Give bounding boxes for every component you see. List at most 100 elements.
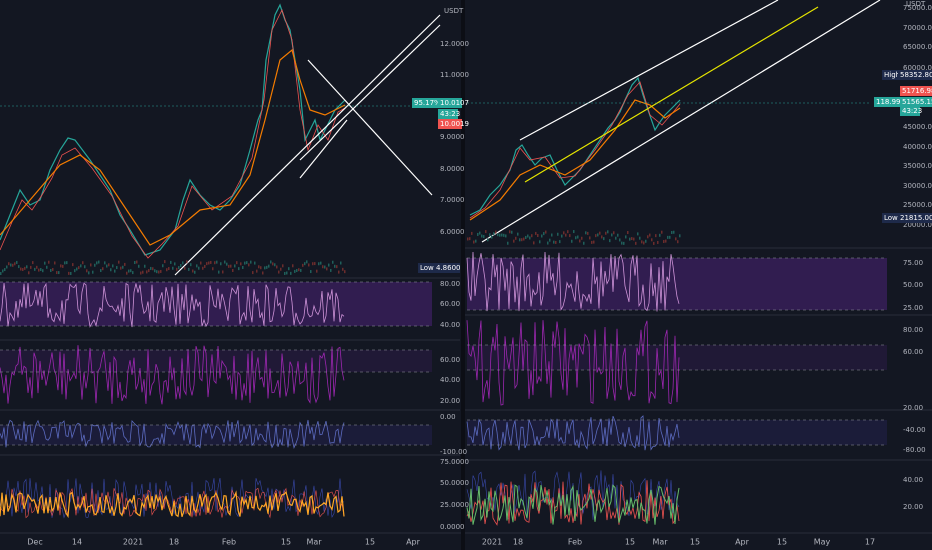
volume-bar (14, 262, 16, 266)
time-label: Apr (406, 538, 421, 547)
countdown-badge: 43:23 (902, 107, 922, 115)
volume-bar (56, 271, 58, 275)
time-label: 2021 (482, 538, 502, 547)
volume-bar (64, 261, 66, 265)
volume-bar (300, 268, 302, 272)
volume-bar (535, 231, 537, 235)
price-badge-bg (438, 98, 462, 108)
time-label: 14 (72, 538, 82, 547)
volume-bar (342, 267, 344, 271)
volume-bar (120, 266, 122, 270)
volume-bar (214, 261, 216, 265)
axis-label: 30000.00 (903, 182, 932, 190)
volume-bar (108, 263, 110, 267)
countdown-badge: 43:23 (440, 110, 460, 118)
volume-bar (344, 270, 346, 274)
volume-bar (48, 260, 50, 264)
volume-bar (20, 267, 22, 271)
axis-label: 45000.00 (903, 123, 932, 131)
volume-bar (98, 260, 100, 264)
volume-bar (18, 265, 20, 269)
volume-bar (102, 267, 104, 271)
volume-bar (665, 239, 667, 243)
volume-bar (473, 240, 475, 244)
volume-bar (194, 270, 196, 274)
volume-bar (6, 265, 8, 269)
indicator-line (466, 484, 680, 525)
volume-bar (555, 240, 557, 244)
volume-bar (515, 236, 517, 240)
volume-bar (601, 235, 603, 239)
volume-bar (639, 236, 641, 240)
volume-bar (198, 266, 200, 270)
axis-label: 25.00 (903, 304, 923, 312)
channel-line (519, 0, 779, 141)
volume-bar (659, 233, 661, 237)
volume-bar (615, 236, 617, 240)
axis-label: 40000.00 (903, 143, 932, 151)
volume-bar (567, 230, 569, 234)
change-badge: 118.99% (876, 98, 907, 106)
volume-bar (260, 266, 262, 270)
volume-bar (226, 262, 228, 266)
volume-bar (90, 263, 92, 267)
volume-bar (138, 264, 140, 268)
volume-bar (216, 260, 218, 264)
volume-bar (100, 269, 102, 273)
trend-line (174, 14, 441, 276)
volume-bar (605, 231, 607, 235)
rsi-band (467, 258, 887, 310)
volume-bar (140, 271, 142, 275)
volume-bar (94, 263, 96, 267)
volume-bar (294, 269, 296, 273)
volume-bar (244, 261, 246, 265)
volume-bar (176, 267, 178, 271)
volume-bar (314, 262, 316, 266)
volume-bar (258, 265, 260, 269)
change-badge-bg (874, 97, 900, 107)
time-label: 15 (625, 538, 635, 547)
indicator-line (0, 490, 345, 519)
volume-bar (158, 270, 160, 274)
volume-bar (124, 262, 126, 266)
volume-bar (637, 232, 639, 236)
volume-bar (595, 234, 597, 238)
volume-bar (160, 269, 162, 273)
low-label-bg (418, 263, 434, 273)
volume-bar (471, 231, 473, 235)
volume-bar (4, 268, 6, 272)
volume-bar (631, 237, 633, 241)
volume-bar (563, 231, 565, 235)
volume-bar (326, 267, 328, 271)
volume-bar (202, 266, 204, 270)
volume-bar (627, 230, 629, 234)
volume-bar (322, 265, 324, 269)
volume-bar (44, 261, 46, 265)
volume-bar (499, 233, 501, 237)
axis-label: 6.0000 (440, 228, 465, 236)
volume-bar (641, 240, 643, 244)
volume-bar (270, 260, 272, 264)
volume-bar (232, 268, 234, 272)
volume-bar (182, 261, 184, 265)
time-label: 2021 (123, 538, 143, 547)
volume-bar (575, 236, 577, 240)
change-badge-bg (412, 98, 438, 108)
axis-label: 60.00 (440, 356, 460, 364)
axis-label: 50.0000 (440, 479, 469, 487)
indicator-line (466, 415, 680, 451)
axis-label: 35000.00 (903, 162, 932, 170)
volume-bar (671, 230, 673, 234)
low-label: Low (420, 264, 434, 272)
low-value: 4.8600 (436, 264, 461, 272)
axis-label: 80.00 (903, 326, 923, 334)
volume-bar (166, 268, 168, 272)
volume-bar (619, 238, 621, 242)
volume-bar (553, 240, 555, 244)
high-label-bg (882, 70, 898, 80)
volume-bar (511, 230, 513, 234)
time-label: 17 (865, 538, 875, 547)
volume-bar (86, 269, 88, 273)
volume-bar (559, 240, 561, 244)
volume-bar (332, 260, 334, 264)
